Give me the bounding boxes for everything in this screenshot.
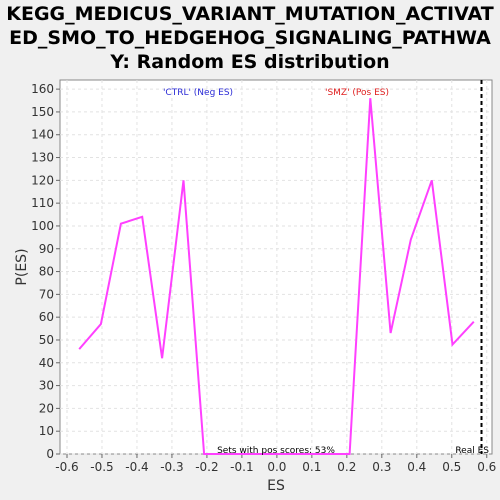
title-line-1: KEGG_MEDICUS_VARIANT_MUTATION_ACTIVAT bbox=[6, 3, 494, 25]
plot-area bbox=[59, 79, 493, 455]
x-tick-label: 0.6 bbox=[477, 460, 496, 474]
title-line-3: Y: Random ES distribution bbox=[110, 51, 390, 73]
y-tick-label: 150 bbox=[31, 105, 54, 119]
x-axis-label: ES bbox=[267, 478, 285, 494]
title-line-2: ED_SMO_TO_HEDGEHOG_SIGNALING_PATHWA bbox=[9, 27, 491, 49]
x-tick-label: 0.0 bbox=[267, 460, 286, 474]
x-tick-label: -0.1 bbox=[230, 460, 253, 474]
y-tick-label: 160 bbox=[31, 82, 54, 96]
y-tick-label: 70 bbox=[39, 287, 54, 301]
y-tick-label: 60 bbox=[39, 310, 54, 324]
x-tick-label: 0.3 bbox=[372, 460, 391, 474]
y-tick-label: 30 bbox=[39, 379, 54, 393]
y-tick-label: 140 bbox=[31, 128, 54, 142]
x-tick-label: -0.5 bbox=[90, 460, 113, 474]
y-tick-label: 120 bbox=[31, 173, 54, 187]
y-tick-label: 20 bbox=[39, 401, 54, 415]
y-tick-label: 10 bbox=[39, 424, 54, 438]
y-tick-label: 100 bbox=[31, 219, 54, 233]
y-axis-label: P(ES) bbox=[14, 248, 30, 285]
series-line bbox=[78, 98, 475, 455]
y-tick-label: 110 bbox=[31, 196, 54, 210]
y-tick-label: 130 bbox=[31, 151, 54, 165]
pos-es-label: 'SMZ' (Pos ES) bbox=[325, 88, 389, 98]
x-tick-label: 0.2 bbox=[337, 460, 356, 474]
neg-es-label: 'CTRL' (Neg ES) bbox=[163, 88, 233, 98]
y-tick-label: 80 bbox=[39, 265, 54, 279]
x-tick-label: 0.5 bbox=[442, 460, 461, 474]
x-tick-label: -0.3 bbox=[160, 460, 183, 474]
x-tick-label: -0.4 bbox=[125, 460, 148, 474]
grid-lines bbox=[60, 80, 492, 455]
y-tick-label: 50 bbox=[39, 333, 54, 347]
y-tick-label: 90 bbox=[39, 242, 54, 256]
x-tick-label: -0.6 bbox=[55, 460, 78, 474]
chart-title: KEGG_MEDICUS_VARIANT_MUTATION_ACTIVAT ED… bbox=[0, 2, 500, 74]
y-axis-ticks: 0 10 20 30 40 50 60 70 80 90 100 110 120 130 140 150 160 bbox=[31, 82, 60, 461]
real-es-label: Real ES bbox=[455, 446, 489, 456]
x-tick-label: -0.2 bbox=[195, 460, 218, 474]
y-tick-label: 40 bbox=[39, 356, 54, 370]
x-tick-label: 0.4 bbox=[407, 460, 426, 474]
x-tick-label: 0.1 bbox=[302, 460, 321, 474]
y-tick-label: 0 bbox=[46, 447, 54, 461]
x-axis-ticks: -0.6 -0.5 -0.4 -0.3 -0.2 -0.1 0.0 0.1 0.2 0.3 0.4 0… bbox=[55, 454, 496, 474]
sets-pos-scores-label: Sets with pos scores: 53% bbox=[217, 446, 335, 456]
